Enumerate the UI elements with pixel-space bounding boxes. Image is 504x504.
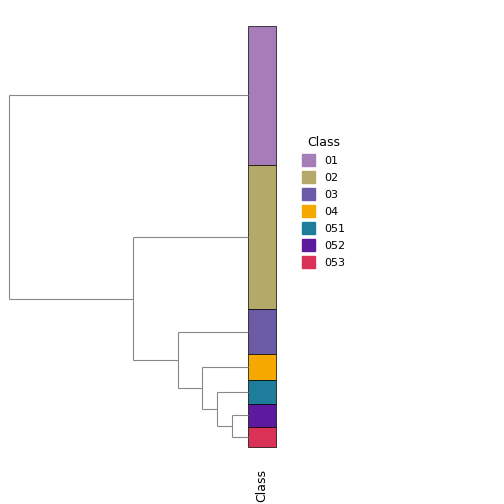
Bar [248, 309, 276, 354]
Bar [248, 427, 276, 447]
Text: Class: Class [256, 469, 269, 501]
Bar [248, 26, 276, 165]
Bar [248, 165, 276, 309]
Bar [248, 404, 276, 427]
Bar [248, 354, 276, 380]
Legend: 01, 02, 03, 04, 051, 052, 053: 01, 02, 03, 04, 051, 052, 053 [297, 132, 349, 272]
Bar [248, 380, 276, 404]
